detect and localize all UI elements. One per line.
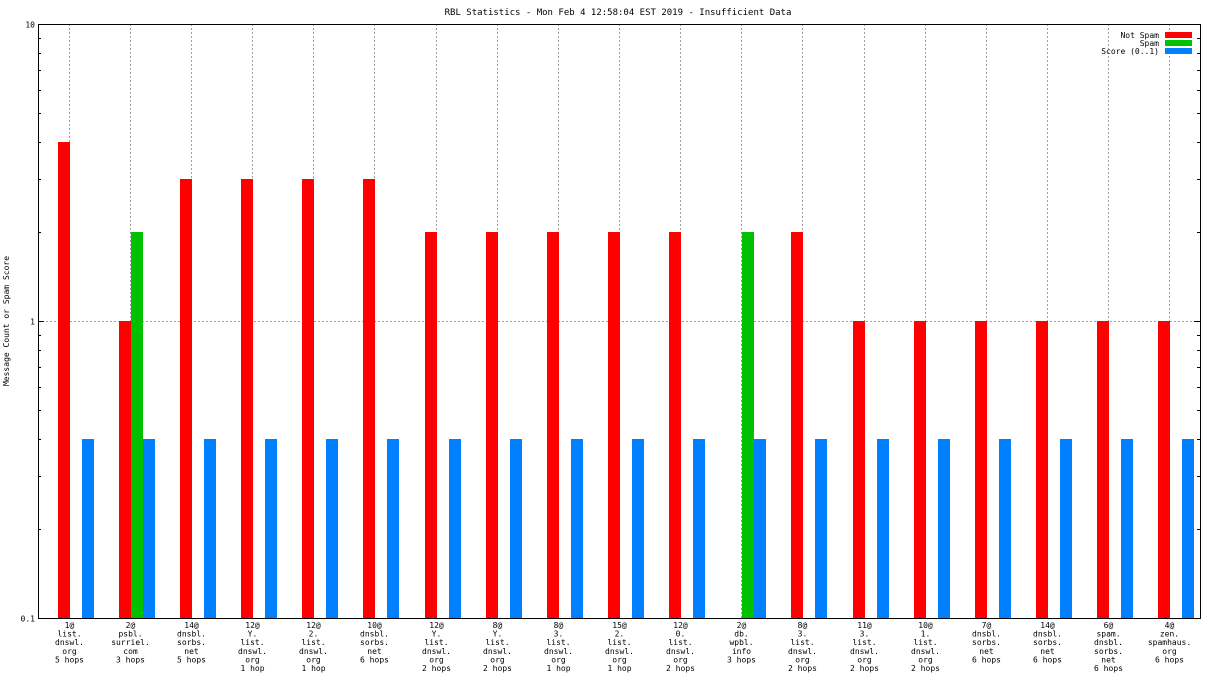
- bar-score-0-1: [877, 439, 889, 618]
- legend-label: Not Spam: [1120, 31, 1159, 40]
- bar-score-0-1: [632, 439, 644, 618]
- legend-label: Score (0..1): [1101, 47, 1159, 56]
- bar-not-spam: [1036, 321, 1048, 618]
- x-tick-label: 8@ 3. list. dnswl. org 1 hop: [544, 621, 573, 673]
- x-tick-label: 11@ 3. list. dnswl. org 2 hops: [850, 621, 879, 673]
- bar-not-spam: [363, 179, 375, 618]
- bar-not-spam: [608, 232, 620, 618]
- y-tick-label: 10: [25, 21, 35, 30]
- x-tick-label: 8@ Y. list. dnswl. org 2 hops: [483, 621, 512, 673]
- x-tick-label: 10@ 1. list. dnswl. org 2 hops: [911, 621, 940, 673]
- bar-not-spam: [853, 321, 865, 618]
- bar-spam: [742, 232, 754, 618]
- bar-not-spam: [180, 179, 192, 618]
- bar-not-spam: [241, 179, 253, 618]
- x-tick-label: 12@ Y. list. dnswl. org 1 hop: [238, 621, 267, 673]
- x-tick-label: 1@ list. dnswl. org 5 hops: [55, 621, 84, 664]
- legend-swatch: [1165, 48, 1192, 54]
- bar-score-0-1: [571, 439, 583, 618]
- bar-score-0-1: [82, 439, 94, 618]
- bar-score-0-1: [1060, 439, 1072, 618]
- bar-not-spam: [1097, 321, 1109, 618]
- x-tick-label: 14@ dnsbl. sorbs. net 5 hops: [177, 621, 206, 664]
- x-tick-label: 15@ 2. list. dnswl. org 1 hop: [605, 621, 634, 673]
- bar-not-spam: [975, 321, 987, 618]
- bar-score-0-1: [1182, 439, 1194, 618]
- bar-score-0-1: [326, 439, 338, 618]
- x-tick-label: 12@ 2. list. dnswl. org 1 hop: [299, 621, 328, 673]
- bar-not-spam: [791, 232, 803, 618]
- bar-not-spam: [547, 232, 559, 618]
- bar-score-0-1: [265, 439, 277, 618]
- bar-score-0-1: [510, 439, 522, 618]
- x-tick-label: 7@ dnsbl. sorbs. net 6 hops: [972, 621, 1001, 664]
- y-tick-label: 1: [30, 318, 35, 327]
- bar-score-0-1: [449, 439, 461, 618]
- x-tick-label: 12@ Y. list. dnswl. org 2 hops: [422, 621, 451, 673]
- bar-score-0-1: [754, 439, 766, 618]
- x-tick-label: 4@ zen. spamhaus. org 6 hops: [1148, 621, 1191, 664]
- y-tick-label: 0.1: [21, 615, 36, 624]
- chart-title: RBL Statistics - Mon Feb 4 12:58:04 EST …: [445, 8, 792, 18]
- bar-not-spam: [119, 321, 131, 618]
- bar-score-0-1: [693, 439, 705, 618]
- y-axis-label: Message Count or Spam Score: [2, 256, 11, 386]
- bar-not-spam: [58, 142, 70, 618]
- bars-layer: [58, 142, 1194, 618]
- legend-swatch: [1165, 32, 1192, 38]
- x-tick-label: 8@ 3. list. dnswl. org 2 hops: [788, 621, 817, 673]
- bar-score-0-1: [143, 439, 155, 618]
- x-tick-label: 12@ 0. list. dnswl. org 2 hops: [666, 621, 695, 673]
- x-tick-label: 2@ db. wpbl. info 3 hops: [727, 621, 756, 664]
- bar-not-spam: [914, 321, 926, 618]
- x-tick-label: 2@ psbl. surriel. com 3 hops: [111, 621, 150, 664]
- bar-not-spam: [302, 179, 314, 618]
- bar-not-spam: [486, 232, 498, 618]
- bar-not-spam: [1158, 321, 1170, 618]
- bar-score-0-1: [999, 439, 1011, 618]
- bar-not-spam: [425, 232, 437, 618]
- bar-not-spam: [669, 232, 681, 618]
- bar-score-0-1: [387, 439, 399, 618]
- legend-swatch: [1165, 40, 1192, 46]
- x-tick-labels: 1@ list. dnswl. org 5 hops 2@ psbl. surriel. com…: [55, 621, 1191, 673]
- bar-score-0-1: [938, 439, 950, 618]
- x-tick-label: 10@ dnsbl. sorbs. net 6 hops: [360, 621, 389, 664]
- bar-score-0-1: [204, 439, 216, 618]
- bar-score-0-1: [815, 439, 827, 618]
- x-tick-label: 14@ dnsbl. sorbs. net 6 hops: [1033, 621, 1062, 664]
- bar-score-0-1: [1121, 439, 1133, 618]
- ticks-layer: 0.1 1 10: [21, 21, 1200, 624]
- bar-spam: [131, 232, 143, 618]
- legend-label: Spam: [1140, 39, 1159, 48]
- x-tick-label: 6@ spam. dnsbl. sorbs. net 6 hops: [1094, 621, 1123, 673]
